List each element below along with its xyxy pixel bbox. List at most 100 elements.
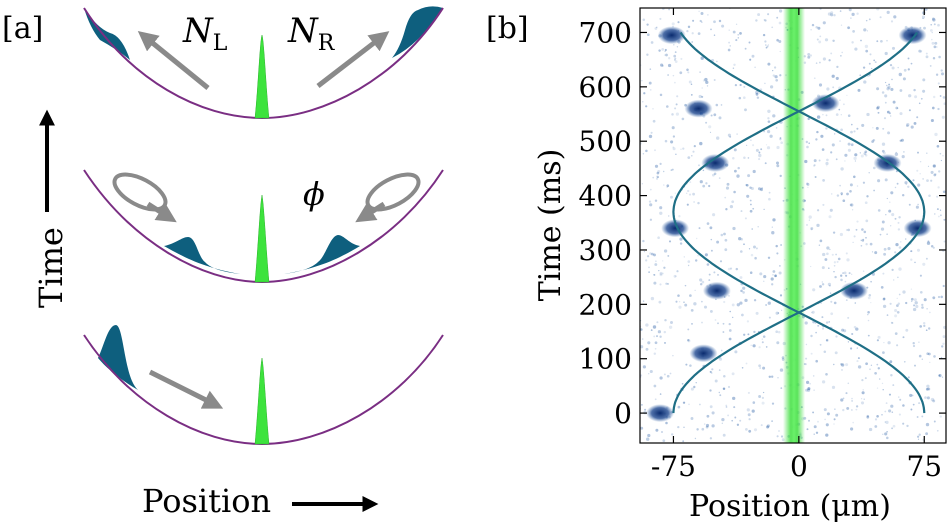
noise-speck — [887, 110, 891, 114]
noise-speck — [928, 194, 931, 198]
noise-speck — [704, 77, 708, 82]
noise-speck — [874, 251, 878, 255]
noise-speck — [687, 339, 691, 343]
noise-speck — [861, 228, 864, 231]
noise-speck — [933, 173, 937, 177]
noise-speck — [824, 418, 826, 421]
noise-speck — [705, 182, 708, 185]
noise-speck — [900, 241, 902, 243]
noise-speck — [921, 303, 924, 307]
noise-speck — [894, 308, 898, 313]
noise-speck — [878, 378, 881, 380]
time-axis-label: Time — [32, 227, 70, 308]
noise-speck — [669, 372, 672, 375]
noise-speck — [750, 139, 752, 141]
noise-speck — [938, 55, 941, 59]
noise-speck — [824, 38, 829, 42]
noise-speck — [899, 139, 902, 142]
noise-speck — [833, 261, 837, 264]
noise-speck — [919, 274, 922, 277]
noise-speck — [745, 183, 748, 187]
noise-speck — [772, 74, 775, 77]
noise-speck — [767, 130, 771, 134]
noise-speck — [811, 23, 815, 27]
noise-speck — [933, 355, 936, 358]
noise-speck — [763, 275, 767, 279]
noise-speck — [896, 107, 899, 109]
noise-speck — [877, 209, 881, 212]
noise-speck — [717, 273, 719, 276]
noise-speck — [830, 13, 834, 17]
noise-speck — [839, 10, 842, 12]
noise-speck — [861, 239, 865, 243]
noise-speck — [936, 145, 940, 148]
noise-speck — [724, 196, 727, 199]
noise-speck — [891, 46, 896, 50]
noise-speck — [808, 419, 810, 422]
noise-speck — [687, 339, 690, 342]
noise-speck — [759, 367, 761, 369]
noise-speck — [707, 14, 709, 16]
noise-speck — [874, 61, 877, 64]
y-tick-label: 400 — [579, 180, 632, 213]
noise-speck — [810, 228, 813, 231]
noise-speck — [860, 239, 863, 242]
noise-speck — [890, 321, 893, 324]
noise-speck — [689, 181, 692, 184]
noise-speck — [898, 396, 900, 398]
noise-speck — [917, 151, 919, 154]
noise-speck — [727, 133, 731, 137]
noise-speck — [825, 338, 829, 342]
noise-speck — [842, 199, 846, 203]
noise-speck — [851, 273, 853, 275]
noise-speck — [716, 240, 720, 244]
noise-speck — [743, 85, 746, 88]
noise-speck — [719, 394, 722, 397]
noise-speck — [839, 140, 842, 143]
noise-speck — [840, 398, 844, 402]
noise-speck — [844, 153, 848, 157]
noise-speck — [647, 433, 651, 438]
noise-speck — [936, 46, 938, 48]
noise-speck — [861, 123, 865, 127]
impurity-peak-bottom — [254, 357, 270, 445]
noise-speck — [685, 363, 688, 366]
noise-speck — [806, 145, 809, 149]
noise-speck — [896, 344, 899, 347]
loop-arrow-right-head — [355, 201, 386, 223]
noise-speck — [718, 19, 722, 23]
noise-speck — [877, 179, 881, 183]
noise-speck — [829, 248, 831, 251]
noise-speck — [851, 399, 854, 402]
noise-speck — [674, 59, 676, 61]
noise-speck — [826, 165, 828, 167]
noise-speck — [805, 357, 808, 360]
noise-speck — [696, 428, 699, 431]
noise-speck — [698, 10, 700, 13]
noise-speck — [665, 421, 668, 425]
noise-speck — [779, 50, 781, 53]
noise-speck — [772, 114, 776, 118]
noise-speck — [722, 387, 726, 390]
noise-speck — [731, 419, 734, 422]
noise-speck — [645, 259, 648, 262]
noise-speck — [736, 133, 738, 135]
noise-speck — [821, 316, 824, 319]
noise-speck — [737, 166, 740, 170]
y-tick-label: 200 — [579, 288, 632, 321]
noise-speck — [762, 391, 765, 394]
noise-speck — [723, 300, 726, 304]
noise-speck — [644, 408, 647, 411]
noise-speck — [867, 311, 870, 314]
noise-speck — [778, 21, 782, 25]
noise-speck — [762, 335, 766, 338]
noise-speck — [833, 271, 835, 273]
noise-speck — [697, 201, 700, 205]
noise-speck — [654, 27, 658, 30]
noise-speck — [853, 325, 857, 329]
noise-speck — [725, 404, 728, 407]
noise-speck — [713, 172, 717, 176]
noise-speck — [834, 351, 838, 355]
noise-speck — [743, 156, 746, 160]
noise-speck — [867, 296, 871, 300]
